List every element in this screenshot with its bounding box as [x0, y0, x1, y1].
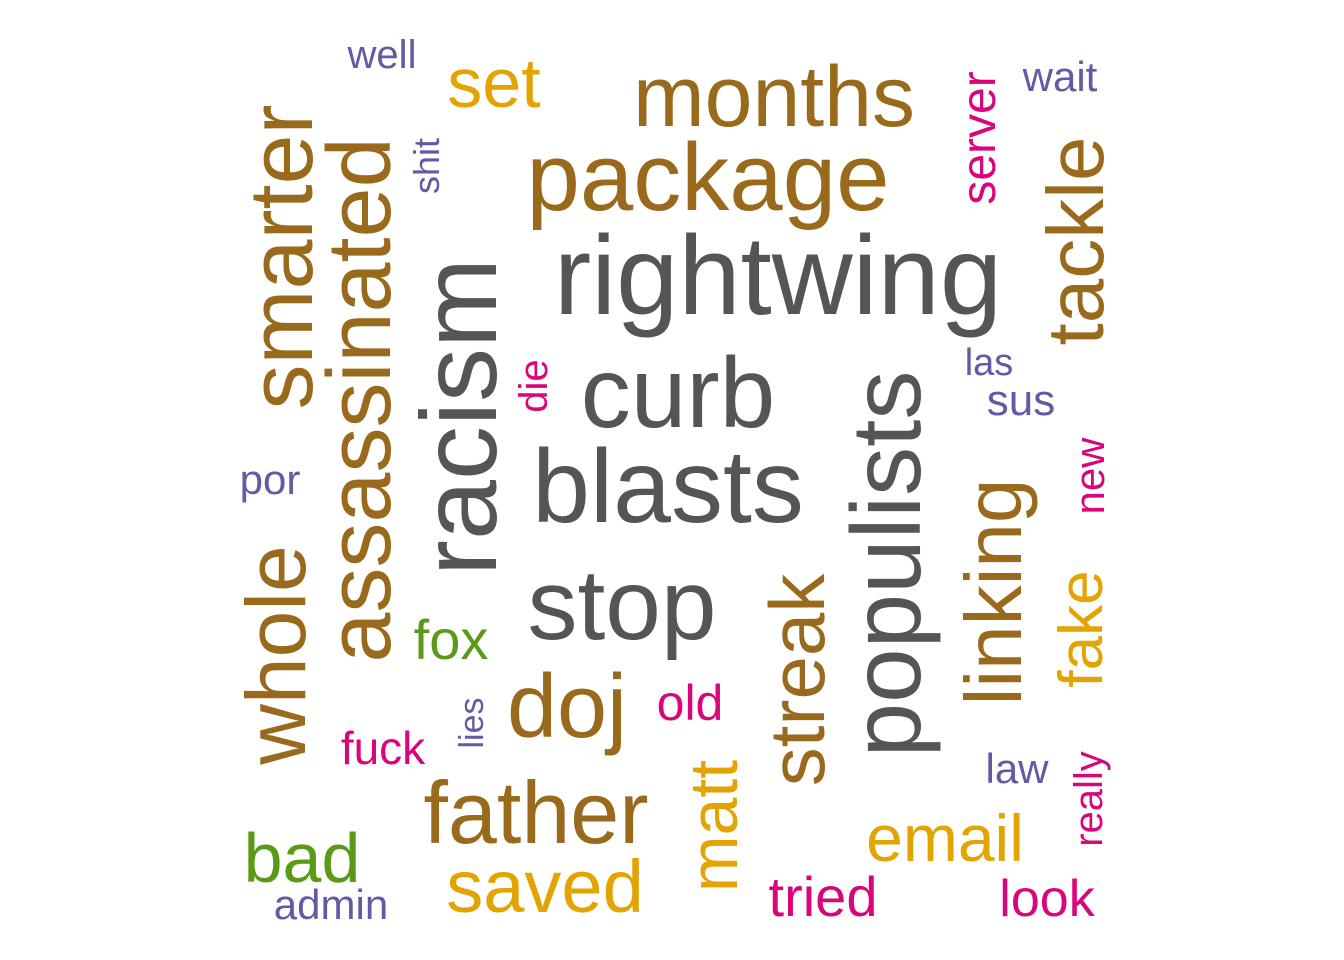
- word-law: law: [985, 745, 1049, 792]
- word-blasts: blasts: [532, 429, 804, 545]
- word-package: package: [526, 124, 890, 231]
- word-die: die: [512, 359, 556, 413]
- word-streak: streak: [753, 573, 841, 787]
- word-linking: linking: [949, 478, 1038, 706]
- word-fox: fox: [413, 608, 489, 671]
- word-rightwing: rightwing: [553, 213, 1003, 338]
- word-doj: doj: [506, 657, 628, 757]
- word-set: set: [447, 44, 541, 122]
- word-fuck: fuck: [340, 722, 426, 774]
- word-las: las: [964, 342, 1014, 384]
- word-stop: stop: [527, 549, 717, 661]
- word-server: server: [953, 71, 1006, 205]
- word-well: well: [347, 33, 417, 77]
- word-look: look: [999, 870, 1095, 928]
- word-new: new: [1066, 437, 1113, 515]
- word-email: email: [866, 801, 1024, 875]
- word-really: really: [1067, 751, 1111, 847]
- word-matt: matt: [676, 759, 752, 893]
- word-tried: tried: [768, 865, 878, 928]
- word-fake: fake: [1047, 570, 1116, 688]
- word-populists: populists: [831, 370, 941, 758]
- word-assassinated: assassinated: [310, 137, 410, 663]
- word-saved: saved: [446, 845, 644, 928]
- word-sus: sus: [986, 376, 1056, 425]
- word-lies: lies: [453, 697, 491, 749]
- word-whole: whole: [229, 545, 323, 765]
- word-months: months: [632, 49, 916, 145]
- word-old: old: [656, 675, 724, 731]
- word-admin: admin: [273, 881, 389, 928]
- word-tackle: tackle: [1031, 136, 1120, 346]
- word-racism: racism: [398, 258, 519, 576]
- word-wait: wait: [1022, 53, 1098, 100]
- word-father: father: [423, 763, 649, 862]
- word-shit: shit: [406, 137, 447, 195]
- word-curb: curb: [580, 337, 776, 449]
- word-bad: bad: [243, 819, 361, 897]
- word-por: por: [239, 456, 301, 503]
